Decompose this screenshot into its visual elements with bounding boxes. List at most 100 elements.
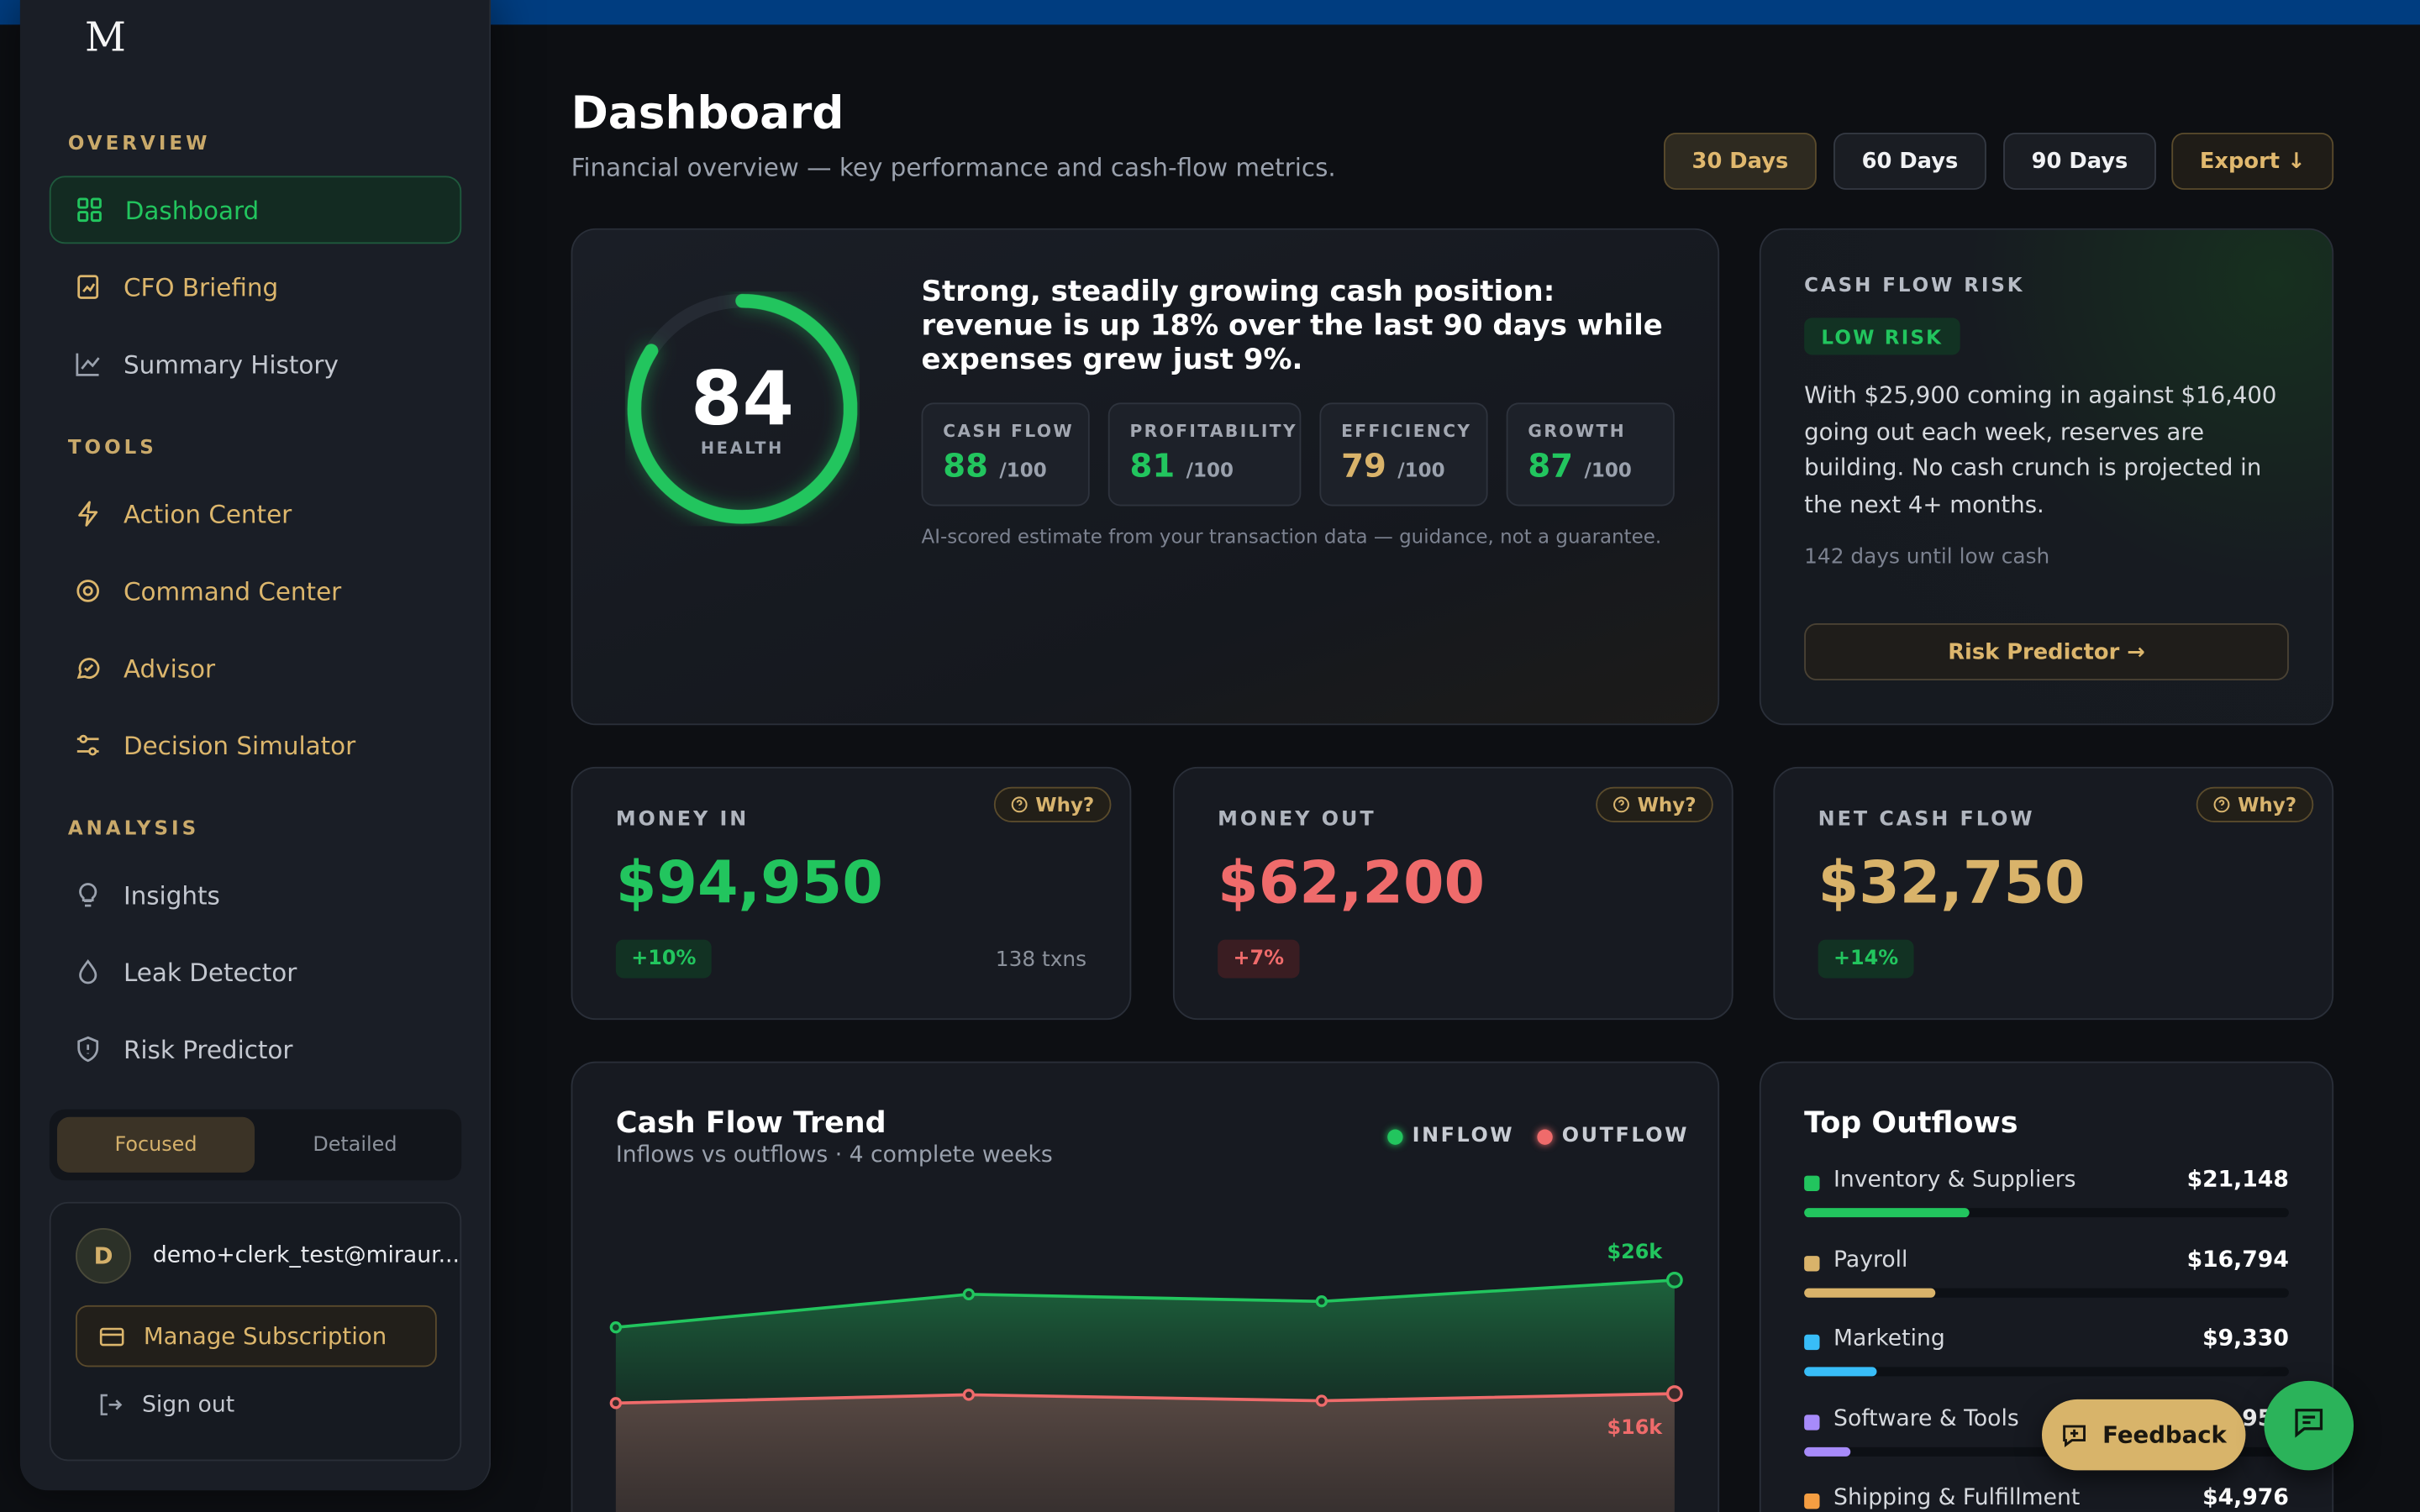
chat-button[interactable] bbox=[2264, 1380, 2354, 1471]
outflow-share-fill bbox=[1804, 1208, 1970, 1218]
kpi-money-in: MONEY IN $94,950 +10% 138 txns Why? bbox=[571, 766, 1132, 1021]
section-tools: TOOLS bbox=[67, 434, 157, 459]
category-swatch bbox=[1804, 1334, 1820, 1351]
focused-mode-button[interactable]: Focused bbox=[56, 1116, 255, 1173]
sign-out-button[interactable]: Sign out bbox=[97, 1392, 234, 1418]
target-icon bbox=[74, 577, 102, 605]
risk-description: With $25,900 coming in against $16,400 g… bbox=[1804, 381, 2277, 518]
subscore-growth: GROWTH 87 /100 bbox=[1506, 402, 1675, 507]
sidebar-item-leak-detector[interactable]: Leak Detector bbox=[50, 938, 461, 1006]
risk-predictor-button[interactable]: Risk Predictor → bbox=[1804, 623, 2289, 681]
subscore-suffix: /100 bbox=[1186, 458, 1234, 482]
outflow-point[interactable] bbox=[1665, 1385, 1683, 1402]
feedback-button[interactable]: Feedback bbox=[2042, 1399, 2246, 1471]
sidebar-item-dashboard[interactable]: Dashboard bbox=[49, 176, 462, 244]
legend-dot-outflow bbox=[1537, 1128, 1553, 1144]
inflow-point[interactable] bbox=[609, 1321, 623, 1334]
user-email: demo+clerk_test@miraur... bbox=[152, 1243, 460, 1268]
sidebar-item-insights[interactable]: Insights bbox=[50, 861, 461, 929]
chart-subtitle: Inflows vs outflows · 4 complete weeks bbox=[615, 1143, 1053, 1168]
sidebar-item-label: Risk Predictor bbox=[123, 1034, 293, 1064]
risk-level-badge: LOW RISK bbox=[1804, 318, 1960, 355]
category-swatch bbox=[1804, 1175, 1820, 1191]
subscore-label: GROWTH bbox=[1528, 421, 1627, 442]
why-button[interactable]: Why? bbox=[2196, 786, 2314, 822]
outflow-category: Software & Tools bbox=[1833, 1407, 2019, 1432]
subscore-value: 88 bbox=[943, 447, 988, 485]
range-60-days-button[interactable]: 60 Days bbox=[1833, 132, 1986, 190]
inflow-last-value-label: $26k bbox=[1607, 1240, 1663, 1263]
kpi-money-out: MONEY OUT $62,200 +7% Why? bbox=[1172, 766, 1733, 1021]
range-90-days-button[interactable]: 90 Days bbox=[2003, 132, 2156, 190]
feedback-icon bbox=[2061, 1421, 2089, 1449]
legend-outflow-label: OUTFLOW bbox=[1561, 1124, 1690, 1148]
sidebar-item-label: Insights bbox=[123, 879, 220, 910]
legend-inflow-label: INFLOW bbox=[1412, 1124, 1515, 1148]
legend-inflow: INFLOW bbox=[1387, 1125, 1514, 1148]
outflow-amount: $9,330 bbox=[2202, 1326, 2289, 1352]
outflow-point[interactable] bbox=[962, 1389, 976, 1401]
subscore-profitability: PROFITABILITY 81 /100 bbox=[1107, 402, 1302, 507]
cash-flow-trend-card: $26k $16k Cash Flow Trend Inflows vs outf… bbox=[571, 1061, 1720, 1512]
subscore-label: PROFITABILITY bbox=[1129, 421, 1297, 442]
avatar[interactable]: D bbox=[76, 1228, 132, 1284]
sidebar-item-label: CFO Briefing bbox=[123, 272, 279, 302]
drop-icon bbox=[74, 958, 102, 986]
outflow-category: Marketing bbox=[1833, 1326, 1945, 1352]
inflow-point[interactable] bbox=[1665, 1271, 1683, 1289]
line-chart-icon bbox=[74, 350, 102, 378]
why-label: Why? bbox=[1035, 793, 1095, 816]
kpi-value: $32,750 bbox=[1818, 848, 2086, 917]
cash-flow-trend-chart: $26k $16k bbox=[609, 1240, 1683, 1512]
outflow-share-bar bbox=[1804, 1208, 2289, 1218]
manage-subscription-button[interactable]: Manage Subscription bbox=[76, 1305, 437, 1368]
why-button[interactable]: Why? bbox=[993, 786, 1112, 822]
grid-icon bbox=[76, 196, 103, 223]
subscore-label: EFFICIENCY bbox=[1341, 421, 1472, 442]
sidebar-item-label: Summary History bbox=[123, 349, 339, 379]
kpi-value: $62,200 bbox=[1218, 848, 1486, 917]
outflow-share-bar bbox=[1804, 1288, 2289, 1298]
outflow-row: Inventory & Suppliers $21,148 bbox=[1804, 1168, 2289, 1229]
sidebar-item-action-center[interactable]: Action Center bbox=[50, 480, 461, 548]
feedback-label: Feedback bbox=[2102, 1420, 2227, 1449]
legend-dot-inflow bbox=[1387, 1128, 1403, 1144]
sidebar-item-command-center[interactable]: Command Center bbox=[50, 557, 461, 625]
health-score-value: 84 bbox=[691, 356, 794, 444]
inflow-point[interactable] bbox=[1315, 1295, 1328, 1308]
outflow-point[interactable] bbox=[1315, 1394, 1328, 1407]
sign-out-icon bbox=[97, 1392, 124, 1418]
chat-icon bbox=[74, 654, 102, 682]
category-swatch bbox=[1804, 1493, 1820, 1509]
report-icon bbox=[74, 273, 102, 301]
transaction-count: 138 txns bbox=[995, 947, 1087, 973]
kpi-change-badge: +7% bbox=[1218, 939, 1300, 979]
outflow-amount: $4,976 bbox=[2202, 1485, 2289, 1511]
outflow-point[interactable] bbox=[609, 1397, 623, 1410]
subscore-cash-flow: CASH FLOW 88 /100 bbox=[921, 402, 1090, 507]
health-gauge-arc bbox=[627, 293, 858, 524]
detailed-mode-button[interactable]: Detailed bbox=[313, 1133, 397, 1157]
section-analysis: ANALYSIS bbox=[67, 816, 200, 840]
sidebar-item-risk-predictor[interactable]: Risk Predictor bbox=[50, 1016, 461, 1084]
kpi-net-cash-flow: NET CASH FLOW $32,750 +14% Why? bbox=[1773, 766, 2334, 1021]
kpi-label: MONEY OUT bbox=[1218, 808, 1376, 832]
subscore-suffix: /100 bbox=[1584, 458, 1632, 482]
inflow-point[interactable] bbox=[962, 1288, 976, 1300]
export-button[interactable]: Export ↓ bbox=[2171, 132, 2334, 190]
lightbulb-icon bbox=[74, 881, 102, 909]
user-panel: D demo+clerk_test@miraur... Manage Subsc… bbox=[49, 1201, 462, 1462]
sidebar-item-decision-simulator[interactable]: Decision Simulator bbox=[50, 711, 461, 780]
outflow-share-fill bbox=[1804, 1288, 1935, 1298]
sidebar-item-advisor[interactable]: Advisor bbox=[50, 634, 461, 702]
why-button[interactable]: Why? bbox=[1596, 786, 1713, 822]
health-score-card: 84 HEALTH Strong, steadily growing cash … bbox=[571, 228, 1720, 726]
kpi-change-badge: +14% bbox=[1818, 939, 1914, 979]
sidebar-item-label: Dashboard bbox=[124, 195, 260, 225]
range-30-days-button[interactable]: 30 Days bbox=[1664, 132, 1817, 190]
sidebar-item-summary-history[interactable]: Summary History bbox=[50, 330, 461, 398]
inflow-area bbox=[615, 1279, 1675, 1404]
sidebar-item-cfo-briefing[interactable]: CFO Briefing bbox=[50, 253, 461, 321]
outflow-line bbox=[615, 1392, 1675, 1405]
